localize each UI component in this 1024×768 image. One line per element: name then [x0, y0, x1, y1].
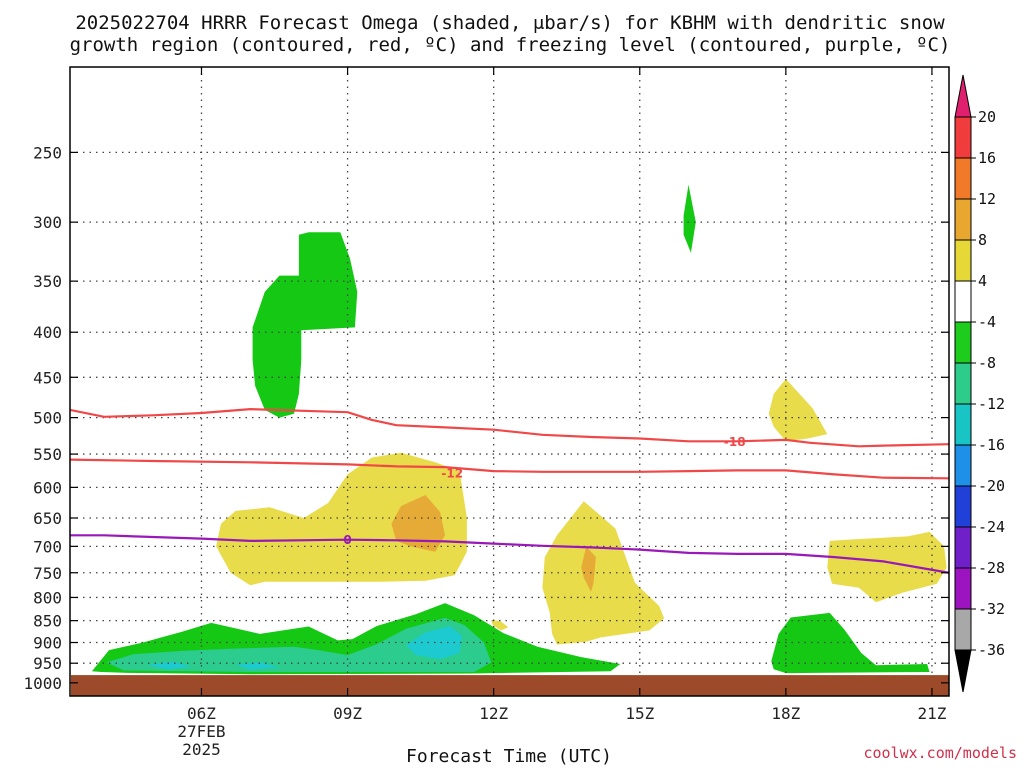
colorbar-segment [954, 403, 972, 446]
y-tick-label: 350 [33, 272, 62, 291]
x-tick-label: 15Z [625, 704, 654, 723]
contour-labels: -18 -12 0 [343, 435, 746, 547]
colorbar: 20 16 12 8 4 -4 -8 -12 -16 -20 -24 -28 -32 -36 [954, 74, 1005, 693]
contour-line [70, 534, 949, 574]
gridlines [70, 67, 949, 696]
colorbar-segment [954, 485, 972, 528]
colorbar-segment [954, 526, 972, 569]
colorbar-label: -36 [978, 641, 1005, 659]
x-tick-date: 27FEB [177, 722, 225, 741]
omega-region-green [252, 232, 358, 418]
omega-region-green [683, 184, 696, 253]
y-tick-label: 250 [33, 143, 62, 162]
y-axis: 250 300 350 400 450 500 550 600 650 700 750 800 850 9… [23, 143, 949, 693]
colorbar-label: -32 [978, 600, 1005, 618]
y-tick-label: 1000 [23, 674, 62, 693]
colorbar-segment [954, 321, 972, 364]
omega-region-yellow [768, 379, 828, 442]
x-tick-label: 06Z [187, 704, 216, 723]
chart-title-line1: 2025022704 HRRR Forecast Omega (shaded, … [75, 12, 945, 34]
omega-region-yellow [827, 531, 947, 603]
y-tick-label: 800 [33, 588, 62, 607]
plot-frame [69, 66, 950, 697]
colorbar-label: 8 [978, 231, 987, 249]
colorbar-arrow-top [954, 74, 972, 118]
y-tick-label: 700 [33, 537, 62, 556]
contour-line [70, 407, 949, 448]
colorbar-segment [954, 157, 972, 200]
ground [71, 675, 949, 696]
y-tick-label: 300 [33, 213, 62, 232]
colorbar-label: -4 [978, 313, 996, 331]
chart-title-line2: growth region (contoured, red, ºC) and f… [70, 34, 951, 56]
omega-region-orange [581, 546, 596, 592]
x-tick-year: 2025 [182, 740, 221, 759]
contour-label: 0 [343, 533, 351, 547]
omega-region-cyan [235, 662, 280, 670]
y-tick-label: 950 [33, 654, 62, 673]
colorbar-segment [954, 567, 972, 610]
colorbar-label: -28 [978, 559, 1005, 577]
y-tick-label: 600 [33, 478, 62, 497]
y-tick-label: 900 [33, 634, 62, 653]
omega-region-orange [391, 495, 445, 552]
colorbar-segment [954, 362, 972, 405]
omega-region-cyan [147, 661, 192, 670]
colorbar-label: -16 [978, 436, 1005, 454]
x-tick-label: 09Z [333, 704, 362, 723]
x-axis-label: Forecast Time (UTC) [406, 746, 612, 767]
contour-label: -12 [441, 467, 463, 481]
colorbar-segment [954, 280, 972, 323]
contour-line [70, 458, 949, 480]
x-tick-label: 12Z [479, 704, 508, 723]
y-tick-label: 450 [33, 368, 62, 387]
credit-text: coolwx.com/models [863, 744, 1017, 762]
colorbar-label: 12 [978, 190, 996, 208]
plot-area: -18 -12 0 [69, 66, 950, 697]
colorbar-segment [954, 116, 972, 159]
y-tick-label: 750 [33, 564, 62, 583]
y-tick-label: 650 [33, 509, 62, 528]
colorbar-label: 4 [978, 272, 987, 290]
x-tick-label: 18Z [771, 704, 800, 723]
colorbar-segment [954, 198, 972, 241]
colorbar-label: 16 [978, 149, 996, 167]
colorbar-label: -24 [978, 518, 1005, 536]
colorbar-arrow-bottom [954, 649, 972, 693]
omega-region-teal [106, 617, 492, 672]
colorbar-label: 20 [978, 108, 996, 126]
contour-lines [70, 407, 949, 574]
y-tick-label: 500 [33, 409, 62, 428]
colorbar-segment [954, 239, 972, 282]
colorbar-label: -8 [978, 354, 996, 372]
omega-region-yellow [216, 452, 467, 586]
y-tick-label: 850 [33, 612, 62, 631]
omega-shading [91, 184, 947, 675]
omega-region-yellow [491, 619, 509, 631]
x-tick-label: 21Z [918, 704, 947, 723]
y-tick-label: 550 [33, 445, 62, 464]
colorbar-label: -20 [978, 477, 1005, 495]
colorbar-label: -12 [978, 395, 1005, 413]
contour-label: -18 [724, 435, 746, 449]
y-tick-label: 400 [33, 323, 62, 342]
colorbar-segment [954, 444, 972, 487]
colorbar-segment [954, 608, 972, 651]
